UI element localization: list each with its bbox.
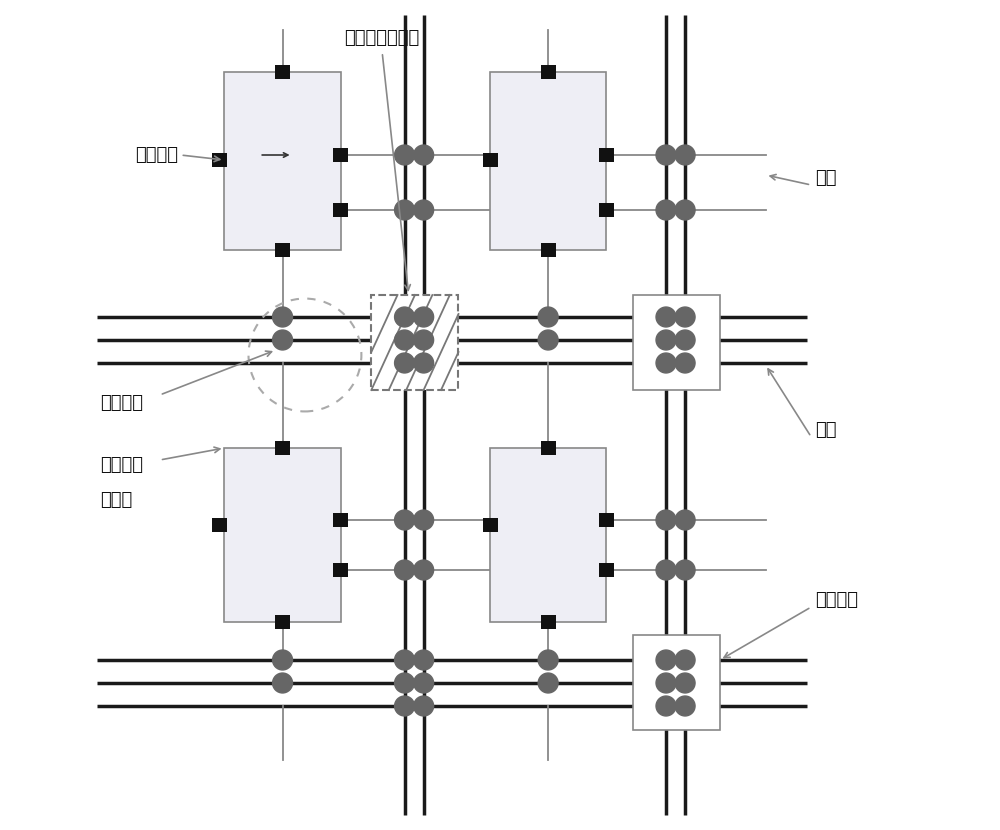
Circle shape <box>656 330 676 350</box>
Circle shape <box>656 673 676 693</box>
Bar <box>212 153 227 168</box>
Bar <box>633 295 720 390</box>
Circle shape <box>538 650 558 670</box>
Text: 绕线开关: 绕线开关 <box>815 591 858 609</box>
Circle shape <box>675 673 695 693</box>
Circle shape <box>414 696 434 716</box>
Text: 逻辑单元: 逻辑单元 <box>135 146 178 164</box>
Text: 可编程绕线开关: 可编程绕线开关 <box>345 29 420 47</box>
Circle shape <box>656 510 676 530</box>
Bar <box>333 563 348 578</box>
Circle shape <box>273 307 292 327</box>
Circle shape <box>395 696 415 716</box>
Bar <box>333 203 348 217</box>
Circle shape <box>414 650 434 670</box>
Circle shape <box>675 330 695 350</box>
Circle shape <box>395 200 415 220</box>
Bar <box>275 242 290 257</box>
Circle shape <box>395 145 415 165</box>
Circle shape <box>675 650 695 670</box>
Bar <box>224 448 341 622</box>
Bar <box>275 614 290 629</box>
Text: 可编程联: 可编程联 <box>100 456 143 474</box>
Bar <box>541 441 556 456</box>
Circle shape <box>675 510 695 530</box>
Circle shape <box>656 560 676 580</box>
Bar <box>371 295 458 390</box>
Circle shape <box>273 650 292 670</box>
Text: 联接开关: 联接开关 <box>100 394 143 412</box>
Bar <box>633 635 720 730</box>
Circle shape <box>538 673 558 693</box>
Circle shape <box>675 200 695 220</box>
Circle shape <box>395 560 415 580</box>
Bar <box>490 72 606 250</box>
Circle shape <box>675 353 695 373</box>
Circle shape <box>656 650 676 670</box>
Circle shape <box>273 673 292 693</box>
Bar <box>599 563 614 578</box>
Bar <box>275 441 290 456</box>
Bar <box>490 448 606 622</box>
Circle shape <box>395 353 415 373</box>
Text: 短线: 短线 <box>815 169 837 187</box>
Circle shape <box>675 145 695 165</box>
Circle shape <box>656 145 676 165</box>
Circle shape <box>414 200 434 220</box>
Circle shape <box>414 510 434 530</box>
Bar <box>541 65 556 80</box>
Bar <box>275 65 290 80</box>
Bar <box>599 203 614 217</box>
Circle shape <box>538 330 558 350</box>
Bar <box>224 72 341 250</box>
Circle shape <box>538 307 558 327</box>
Circle shape <box>273 330 292 350</box>
Circle shape <box>414 145 434 165</box>
Circle shape <box>414 560 434 580</box>
Circle shape <box>395 650 415 670</box>
Circle shape <box>414 673 434 693</box>
Circle shape <box>395 330 415 350</box>
Bar <box>541 242 556 257</box>
Circle shape <box>395 673 415 693</box>
Circle shape <box>675 560 695 580</box>
Circle shape <box>675 696 695 716</box>
Bar <box>212 518 227 533</box>
Text: 接开关: 接开关 <box>100 491 132 509</box>
Circle shape <box>656 200 676 220</box>
Bar <box>599 148 614 163</box>
Circle shape <box>656 696 676 716</box>
Circle shape <box>656 307 676 327</box>
Bar <box>599 513 614 528</box>
Bar <box>483 518 498 533</box>
Bar <box>333 513 348 528</box>
Text: 长线: 长线 <box>815 421 837 439</box>
Circle shape <box>656 353 676 373</box>
Bar <box>483 153 498 168</box>
Circle shape <box>414 330 434 350</box>
Circle shape <box>395 510 415 530</box>
Circle shape <box>414 307 434 327</box>
Bar <box>541 614 556 629</box>
Circle shape <box>395 307 415 327</box>
Circle shape <box>675 307 695 327</box>
Bar <box>333 148 348 163</box>
Circle shape <box>414 353 434 373</box>
